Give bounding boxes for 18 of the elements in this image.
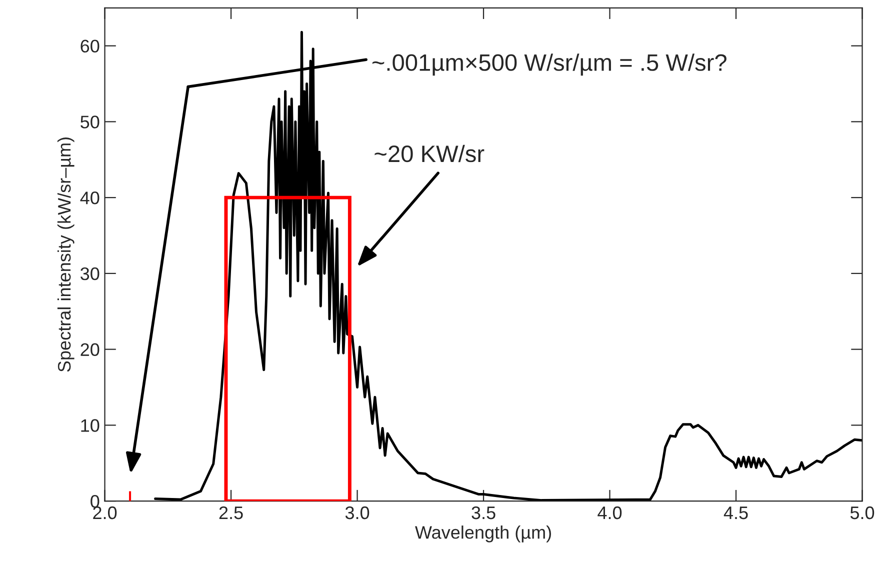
y-axis-title: Spectral intensity (kW/sr–µm) [57,138,74,372]
x-tick-label: 5.0 [850,506,874,520]
x-tick-label: 4.5 [724,506,748,520]
x-tick-label: 3.0 [345,506,370,520]
x-tick-label: 2.5 [219,506,243,520]
y-tick-label: 10 [81,419,100,432]
y-tick-label: 60 [80,40,100,53]
y-tick-label: 50 [80,116,100,128]
annotation: ~20 KW/sr [374,144,484,162]
annotation: ~.001µm×500 W/sr/µm = .5 W/sr? [372,54,726,76]
y-tick-label: 20 [80,343,100,356]
x-tick-label: 2.0 [93,506,117,520]
x-tick-label: 4.0 [598,506,622,520]
x-axis-title: Wavelength (µm) [415,526,551,542]
y-tick-label: 30 [80,267,100,280]
y-tick-label: 40 [80,192,100,204]
y-tick-label: 0 [90,495,100,508]
x-tick-label: 3.5 [472,506,496,520]
